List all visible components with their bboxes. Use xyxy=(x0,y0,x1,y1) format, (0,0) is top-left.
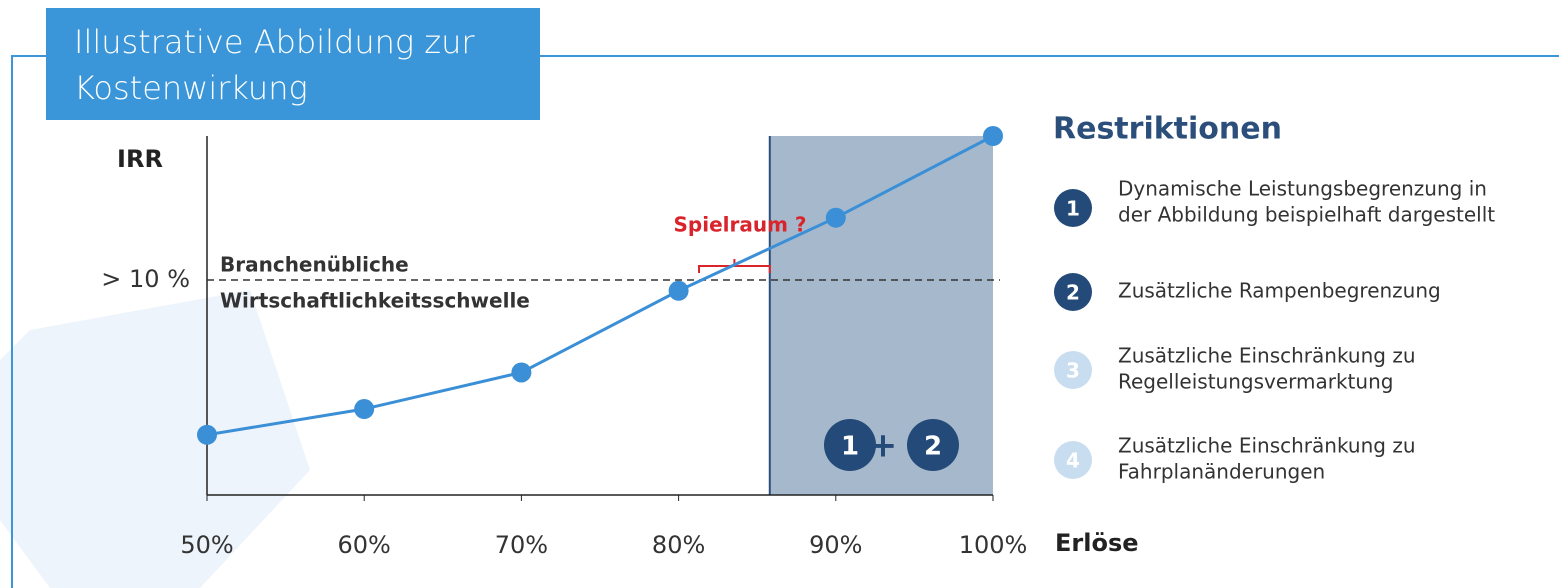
point xyxy=(983,126,1003,146)
x-tick-label: 70% xyxy=(495,531,548,559)
y-axis-label: IRR xyxy=(117,145,163,173)
frame xyxy=(11,55,46,588)
badge-text: 2 xyxy=(924,432,942,462)
restriction-badge xyxy=(1054,351,1092,389)
point xyxy=(825,207,846,228)
badge-circle xyxy=(907,419,959,471)
restriction-number: 3 xyxy=(1066,359,1080,383)
restriction-number: 4 xyxy=(1066,449,1080,473)
restriction-text: Zusätzliche Einschränkung zu xyxy=(1118,434,1416,458)
restriction-badge xyxy=(1054,441,1092,479)
point xyxy=(197,424,217,445)
threshold-label: Wirtschaftlichkeitsschwelle xyxy=(220,289,530,313)
x-tick-label: 100% xyxy=(959,531,1028,559)
point xyxy=(668,280,689,301)
restrictions-title: Restriktionen xyxy=(1053,112,1282,147)
restriction-text: Regelleistungsvermarktung xyxy=(1118,370,1393,394)
restriction-text: der Abbildung beispielhaft dargestellt xyxy=(1118,203,1495,227)
header-title: Kostenwirkung xyxy=(74,69,308,107)
background-shape xyxy=(0,290,310,588)
x-axis-label: Erlöse xyxy=(1055,529,1139,557)
x-tick-label: 50% xyxy=(180,531,233,559)
restriction-text: Dynamische Leistungsbegrenzung in xyxy=(1118,177,1487,201)
restriction-text: Fahrplanänderungen xyxy=(1118,460,1325,484)
threshold-label: Branchenübliche xyxy=(220,253,409,277)
x-tick-label: 60% xyxy=(338,531,391,559)
restriction-badge xyxy=(1054,189,1092,227)
line xyxy=(206,134,994,437)
header-title: Illustrative Abbildung zur xyxy=(74,23,475,61)
header-box xyxy=(46,8,540,120)
y-tick-label: > 10 % xyxy=(101,265,190,293)
restriction-number: 2 xyxy=(1066,281,1080,305)
badge-text: + xyxy=(869,426,898,466)
spielraum-label: Spielraum ? xyxy=(674,213,807,237)
restriction-text: Zusätzliche Einschränkung zu xyxy=(1118,344,1416,368)
x-tick-label: 90% xyxy=(809,531,862,559)
restriction-number: 1 xyxy=(1066,197,1080,221)
restriction-text: Zusätzliche Rampenbegrenzung xyxy=(1118,279,1441,303)
badge-circle xyxy=(824,419,876,471)
point xyxy=(354,399,375,420)
badge-text: 1 xyxy=(841,432,859,462)
restriction-badge xyxy=(1054,273,1092,311)
x-tick-label: 80% xyxy=(652,531,705,559)
point xyxy=(511,362,532,383)
